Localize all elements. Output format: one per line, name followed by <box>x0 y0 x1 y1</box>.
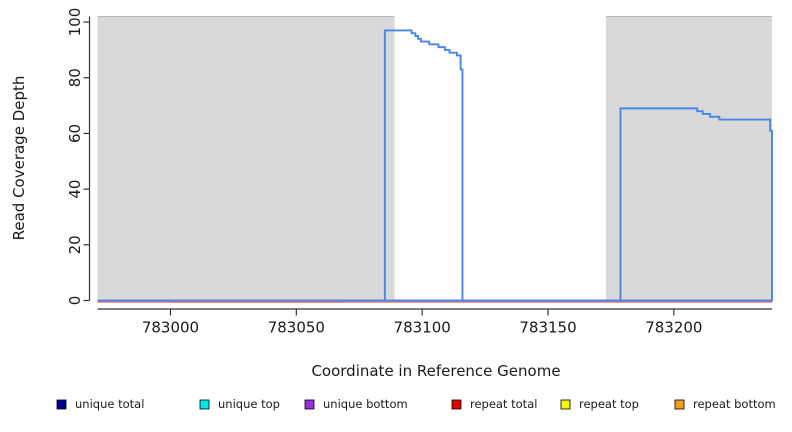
legend-swatch-repeat-total <box>451 399 462 410</box>
legend-swatch-repeat-top <box>560 399 571 410</box>
legend-label-unique-top: unique top <box>218 397 280 411</box>
x-tick-label: 783100 <box>394 319 451 337</box>
legend-label-unique-bottom: unique bottom <box>323 397 408 411</box>
y-tick-label: 60 <box>66 124 84 143</box>
y-tick-label: 0 <box>66 296 84 306</box>
y-tick-label: 100 <box>66 8 84 37</box>
y-tick-label: 80 <box>66 68 84 87</box>
legend-label-repeat-top: repeat top <box>579 397 639 411</box>
x-axis-title: Coordinate in Reference Genome <box>311 362 560 380</box>
legend-swatch-unique-bottom <box>304 399 315 410</box>
legend-swatch-unique-total <box>56 399 67 410</box>
y-tick-label: 20 <box>66 235 84 254</box>
x-tick-label: 783000 <box>142 319 199 337</box>
x-tick-label: 783200 <box>645 319 702 337</box>
shaded-region <box>605 16 772 301</box>
shaded-region-group <box>97 16 772 301</box>
series-unique-total <box>97 29 773 302</box>
legend-label-repeat-bottom: repeat bottom <box>693 397 776 411</box>
x-tick-group: 783000 783050 783100 783150 783200 <box>142 309 702 337</box>
legend-label-repeat-total: repeat total <box>470 397 537 411</box>
legend-label-unique-total: unique total <box>75 397 144 411</box>
y-axis-title: Read Coverage Depth <box>10 76 28 241</box>
chart-legend: unique total unique top unique bottom repea… <box>56 397 776 411</box>
series-group <box>97 29 773 303</box>
x-tick-label: 783050 <box>268 319 325 337</box>
legend-swatch-unique-top <box>199 399 210 410</box>
y-tick-group: 0 20 40 60 80 100 <box>66 8 90 306</box>
shaded-region <box>97 16 395 301</box>
legend-swatch-repeat-bottom <box>674 399 685 410</box>
y-tick-label: 40 <box>66 180 84 199</box>
axes-group <box>88 16 772 310</box>
x-tick-label: 783150 <box>519 319 576 337</box>
